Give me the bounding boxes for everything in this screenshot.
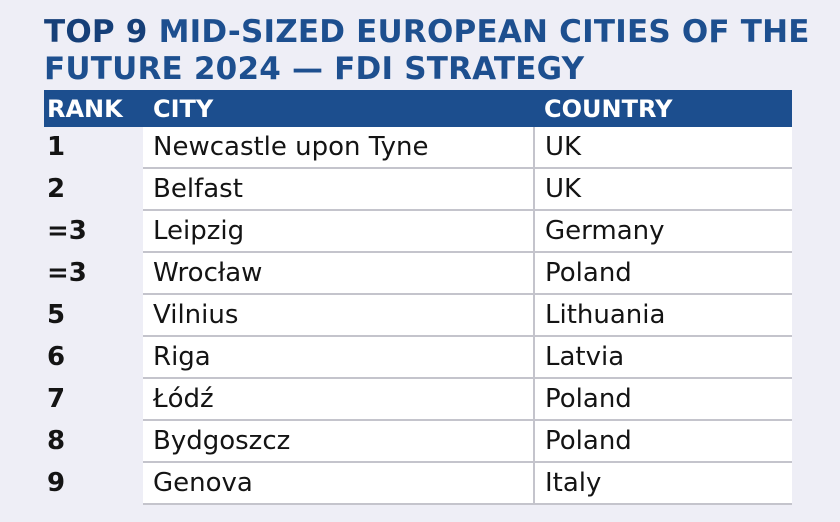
table-row: 5 Vilnius Lithuania (44, 294, 792, 337)
table-row: 1 Newcastle upon Tyne UK (44, 127, 792, 169)
country-cell: Italy (534, 462, 792, 505)
title-rest-line1: MID-SIZED EUROPEAN CITIES OF THE (147, 14, 810, 50)
table-row: 2 Belfast UK (44, 168, 792, 211)
header-country: COUNTRY (534, 90, 792, 127)
city-cell: Leipzig (143, 210, 535, 253)
table-row: 8 Bydgoszcz Poland (44, 420, 792, 463)
rankings-table: RANK CITY COUNTRY 1 Newcastle upon Tyne UK… (44, 90, 792, 505)
country-cell: Poland (534, 252, 792, 295)
header-city: CITY (143, 90, 534, 127)
chart-title: TOP 9 MID-SIZED EUROPEAN CITIES OF THE FU… (44, 14, 809, 90)
table-row: 6 Riga Latvia (44, 336, 792, 379)
country-cell: Latvia (534, 336, 792, 379)
country-cell: Poland (534, 420, 792, 463)
country-cell: UK (534, 168, 792, 211)
rank-cell: 9 (44, 462, 143, 505)
city-cell: Riga (143, 336, 535, 379)
table-body: 1 Newcastle upon Tyne UK 2 Belfast UK =3 Leipzi… (44, 127, 792, 505)
city-cell: Bydgoszcz (143, 420, 535, 463)
rank-cell: =3 (44, 210, 143, 253)
rank-cell: 8 (44, 420, 143, 463)
city-cell: Vilnius (143, 294, 535, 337)
city-cell: Newcastle upon Tyne (143, 127, 535, 169)
country-cell: Germany (534, 210, 792, 253)
city-cell: Wrocław (143, 252, 535, 295)
rank-cell: 6 (44, 336, 143, 379)
country-cell: Poland (534, 378, 792, 421)
rank-cell: 2 (44, 168, 143, 211)
rank-cell: 1 (44, 127, 143, 169)
city-cell: Łódź (143, 378, 535, 421)
table-row: 9 Genova Italy (44, 462, 792, 505)
title-lead: TOP 9 (44, 14, 148, 50)
table-row: =3 Wrocław Poland (44, 252, 792, 295)
country-cell: Lithuania (534, 294, 792, 337)
table-row: =3 Leipzig Germany (44, 210, 792, 253)
rank-cell: 7 (44, 378, 143, 421)
title-line2: FUTURE 2024 — FDI STRATEGY (44, 51, 585, 87)
rank-cell: =3 (44, 252, 143, 295)
header-rank: RANK (44, 90, 143, 127)
chart-container: TOP 9 MID-SIZED EUROPEAN CITIES OF THE FU… (44, 14, 809, 505)
city-cell: Genova (143, 462, 535, 505)
country-cell: UK (534, 127, 792, 169)
city-cell: Belfast (143, 168, 535, 211)
table-row: 7 Łódź Poland (44, 378, 792, 421)
rank-cell: 5 (44, 294, 143, 337)
table-header-row: RANK CITY COUNTRY (44, 90, 792, 127)
